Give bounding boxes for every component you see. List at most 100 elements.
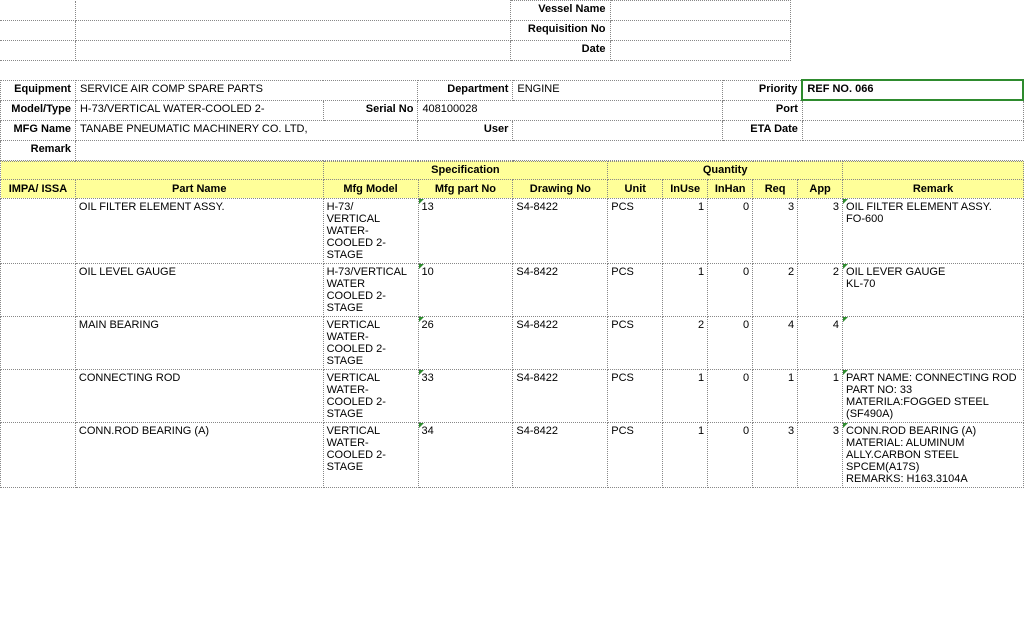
mfg-name-label: MFG Name bbox=[1, 120, 76, 140]
mfg-part-no-cell: 33 bbox=[418, 369, 513, 422]
col-inuse: InUse bbox=[663, 179, 708, 198]
remark-label: Remark bbox=[1, 140, 76, 160]
equipment-label: Equipment bbox=[1, 80, 76, 100]
column-header-row: IMPA/ ISSA Part Name Mfg Model Mfg part … bbox=[1, 179, 1024, 198]
requisition-no-value bbox=[610, 21, 790, 41]
part-name-cell: CONNECTING ROD bbox=[75, 369, 323, 422]
inuse-cell: 1 bbox=[663, 198, 708, 263]
qty-header: Quantity bbox=[608, 161, 843, 179]
col-part-name: Part Name bbox=[75, 179, 323, 198]
app-cell: 1 bbox=[798, 369, 843, 422]
col-unit: Unit bbox=[608, 179, 663, 198]
impa-cell bbox=[1, 263, 76, 316]
mfg-model-cell: H-73/ VERTICAL WATER-COOLED 2-STAGE bbox=[323, 198, 418, 263]
inuse-cell: 1 bbox=[663, 422, 708, 487]
drawing-no-cell: S4-8422 bbox=[513, 369, 608, 422]
col-app: App bbox=[798, 179, 843, 198]
part-name-cell: CONN.ROD BEARING (A) bbox=[75, 422, 323, 487]
req-cell: 1 bbox=[753, 369, 798, 422]
row-remark-cell: OIL FILTER ELEMENT ASSY. FO-600 bbox=[843, 198, 1024, 263]
mfg-part-no-cell: 13 bbox=[418, 198, 513, 263]
inhan-cell: 0 bbox=[708, 316, 753, 369]
col-impa: IMPA/ ISSA bbox=[1, 179, 76, 198]
priority-value: REF NO. 066 bbox=[802, 80, 1023, 100]
req-cell: 4 bbox=[753, 316, 798, 369]
part-name-cell: OIL LEVEL GAUGE bbox=[75, 263, 323, 316]
table-row: MAIN BEARINGVERTICAL WATER-COOLED 2-STAG… bbox=[1, 316, 1024, 369]
unit-cell: PCS bbox=[608, 316, 663, 369]
mfg-model-cell: VERTICAL WATER-COOLED 2-STAGE bbox=[323, 369, 418, 422]
col-mfg-model: Mfg Model bbox=[323, 179, 418, 198]
drawing-no-cell: S4-8422 bbox=[513, 422, 608, 487]
mfg-name-value: TANABE PNEUMATIC MACHINERY CO. LTD, bbox=[75, 120, 417, 140]
app-cell: 3 bbox=[798, 422, 843, 487]
app-cell: 3 bbox=[798, 198, 843, 263]
eta-date-label: ETA Date bbox=[723, 120, 803, 140]
app-cell: 2 bbox=[798, 263, 843, 316]
spec-header: Specification bbox=[323, 161, 608, 179]
info-table: Equipment SERVICE AIR COMP SPARE PARTS D… bbox=[0, 79, 1024, 161]
serial-no-value: 408100028 bbox=[418, 100, 723, 120]
port-value bbox=[802, 100, 1023, 120]
col-drawing-no: Drawing No bbox=[513, 179, 608, 198]
serial-no-label: Serial No bbox=[323, 100, 418, 120]
remark-value bbox=[75, 140, 1023, 160]
department-label: Department bbox=[418, 80, 513, 100]
eta-date-value bbox=[802, 120, 1023, 140]
row-remark-cell: CONN.ROD BEARING (A) MATERIAL: ALUMINUM … bbox=[843, 422, 1024, 487]
mfg-part-no-cell: 34 bbox=[418, 422, 513, 487]
equipment-value: SERVICE AIR COMP SPARE PARTS bbox=[75, 80, 417, 100]
priority-label: Priority bbox=[723, 80, 803, 100]
req-cell: 3 bbox=[753, 198, 798, 263]
mfg-part-no-cell: 10 bbox=[418, 263, 513, 316]
date-label: Date bbox=[510, 41, 610, 61]
inhan-cell: 0 bbox=[708, 198, 753, 263]
mfg-part-no-cell: 26 bbox=[418, 316, 513, 369]
col-mfg-part-no: Mfg part No bbox=[418, 179, 513, 198]
unit-cell: PCS bbox=[608, 369, 663, 422]
mfg-model-cell: VERTICAL WATER-COOLED 2-STAGE bbox=[323, 422, 418, 487]
unit-cell: PCS bbox=[608, 198, 663, 263]
inuse-cell: 1 bbox=[663, 263, 708, 316]
col-inhan: InHan bbox=[708, 179, 753, 198]
table-row: OIL LEVEL GAUGEH-73/VERTICAL WATER COOLE… bbox=[1, 263, 1024, 316]
inhan-cell: 0 bbox=[708, 422, 753, 487]
inhan-cell: 0 bbox=[708, 263, 753, 316]
department-value: ENGINE bbox=[513, 80, 723, 100]
model-type-label: Model/Type bbox=[1, 100, 76, 120]
row-remark-cell: PART NAME: CONNECTING ROD PART NO: 33 MA… bbox=[843, 369, 1024, 422]
req-cell: 2 bbox=[753, 263, 798, 316]
port-label: Port bbox=[723, 100, 803, 120]
app-cell: 4 bbox=[798, 316, 843, 369]
drawing-no-cell: S4-8422 bbox=[513, 316, 608, 369]
mfg-model-cell: H-73/VERTICAL WATER COOLED 2-STAGE bbox=[323, 263, 418, 316]
date-value bbox=[610, 41, 790, 61]
table-row: OIL FILTER ELEMENT ASSY.H-73/ VERTICAL W… bbox=[1, 198, 1024, 263]
inuse-cell: 1 bbox=[663, 369, 708, 422]
section-header-row: Specification Quantity bbox=[1, 161, 1024, 179]
inuse-cell: 2 bbox=[663, 316, 708, 369]
top-header-table: Vessel Name Requisition No Date bbox=[0, 0, 1024, 61]
parts-table: Specification Quantity IMPA/ ISSA Part N… bbox=[0, 161, 1024, 488]
user-label: User bbox=[418, 120, 513, 140]
impa-cell bbox=[1, 369, 76, 422]
requisition-no-label: Requisition No bbox=[510, 21, 610, 41]
table-row: CONNECTING RODVERTICAL WATER-COOLED 2-ST… bbox=[1, 369, 1024, 422]
col-remark: Remark bbox=[843, 179, 1024, 198]
unit-cell: PCS bbox=[608, 263, 663, 316]
row-remark-cell: OIL LEVER GAUGE KL-70 bbox=[843, 263, 1024, 316]
user-value bbox=[513, 120, 723, 140]
part-name-cell: MAIN BEARING bbox=[75, 316, 323, 369]
model-type-value: H-73/VERTICAL WATER-COOLED 2- bbox=[75, 100, 323, 120]
row-remark-cell bbox=[843, 316, 1024, 369]
vessel-name-value bbox=[610, 1, 790, 21]
table-row: CONN.ROD BEARING (A)VERTICAL WATER-COOLE… bbox=[1, 422, 1024, 487]
unit-cell: PCS bbox=[608, 422, 663, 487]
part-name-cell: OIL FILTER ELEMENT ASSY. bbox=[75, 198, 323, 263]
col-req: Req bbox=[753, 179, 798, 198]
impa-cell bbox=[1, 422, 76, 487]
impa-cell bbox=[1, 316, 76, 369]
vessel-name-label: Vessel Name bbox=[510, 1, 610, 21]
drawing-no-cell: S4-8422 bbox=[513, 263, 608, 316]
impa-cell bbox=[1, 198, 76, 263]
